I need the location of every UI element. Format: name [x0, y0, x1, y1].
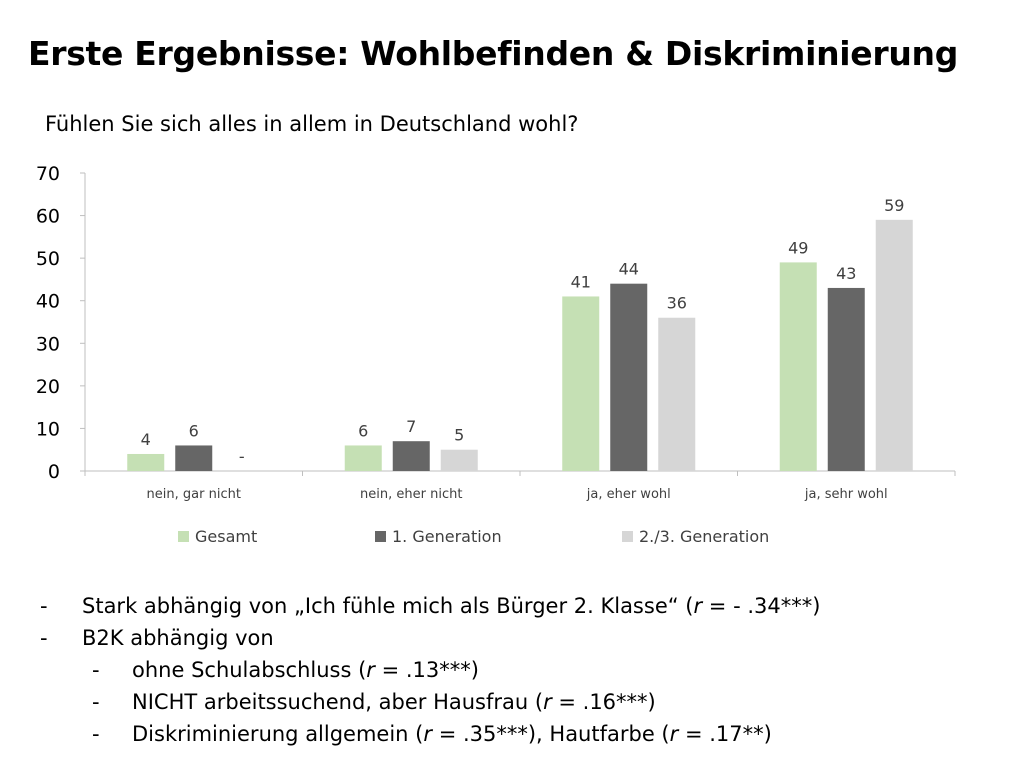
data-label: 6 — [358, 421, 368, 440]
bullet-text: B2K abhängig von — [82, 622, 274, 654]
y-tick-label: 10 — [36, 418, 60, 440]
bullet-text: NICHT arbeitssuchend, aber Hausfrau (r =… — [132, 686, 656, 718]
x-tick-label: ja, eher wohl — [586, 487, 671, 502]
bullet-dash: - — [40, 626, 48, 650]
bullet-text: Diskriminierung allgemein (r = .35***), … — [132, 718, 772, 750]
bullet-dash: - — [40, 594, 48, 618]
bar — [779, 262, 817, 471]
bar — [827, 287, 865, 471]
bullet-segment: = .35***), Hautfarbe ( — [432, 722, 670, 746]
legend-label: 2./3. Generation — [639, 527, 769, 546]
bullet-segment: = .17**) — [678, 722, 772, 746]
y-tick-label: 60 — [36, 206, 60, 228]
bullet-item: - Stark abhängig von „Ich fühle mich als … — [40, 590, 820, 622]
y-tick-label: 70 — [36, 163, 60, 185]
legend-swatch — [622, 531, 633, 542]
legend-label: 1. Generation — [392, 527, 502, 546]
data-label: 44 — [619, 260, 639, 279]
y-tick-label: 40 — [36, 291, 60, 313]
slide-title: Erste Ergebnisse: Wohlbefinden & Diskrim… — [28, 34, 959, 73]
stat-symbol: r — [669, 722, 679, 746]
chart-title: Fühlen Sie sich alles in allem in Deutsc… — [45, 112, 579, 136]
bar — [610, 283, 648, 471]
bullet-segment: = .13***) — [374, 658, 479, 682]
bar — [127, 453, 165, 471]
data-label: 7 — [406, 417, 416, 436]
bar — [175, 445, 213, 471]
bullet-segment: = .16***) — [551, 690, 656, 714]
bar — [875, 219, 913, 471]
data-label: 36 — [667, 294, 687, 313]
data-label: 5 — [454, 426, 464, 445]
data-label: 4 — [141, 430, 151, 449]
data-label: 43 — [836, 264, 856, 283]
stat-symbol: r — [366, 658, 375, 682]
bar — [562, 296, 600, 471]
data-label: 49 — [788, 238, 808, 257]
bullet-dash: - — [92, 690, 100, 714]
y-tick-label: 50 — [36, 248, 60, 270]
bullet-text: Stark abhängig von „Ich fühle mich als B… — [82, 590, 820, 622]
bullet-segment: NICHT arbeitssuchend, aber Hausfrau ( — [132, 690, 544, 714]
stat-symbol: r — [693, 594, 703, 618]
bullet-item: - B2K abhängig von — [40, 622, 820, 654]
bullet-segment: Diskriminierung allgemein ( — [132, 722, 424, 746]
y-tick-label: 0 — [48, 461, 60, 483]
bullet-item: - Diskriminierung allgemein (r = .35***),… — [40, 718, 820, 750]
bar — [658, 317, 696, 471]
bullet-item: - ohne Schulabschluss (r = .13***) — [40, 654, 820, 686]
bar-chart: 0 10 20 30 40 50 60 70 4 6 - nein, gar nicht 6 7 5 nein… — [36, 163, 956, 546]
stat-symbol: r — [543, 690, 552, 714]
bullet-segment: B2K abhängig von — [82, 626, 274, 650]
x-tick-label: nein, gar nicht — [147, 487, 241, 502]
data-label: 41 — [571, 272, 591, 291]
bullet-dash: - — [92, 658, 100, 682]
data-label: 59 — [884, 196, 904, 215]
data-label: - — [239, 447, 245, 466]
bar — [392, 441, 430, 471]
bullet-segment: = - .34***) — [702, 594, 821, 618]
bullet-text: ohne Schulabschluss (r = .13***) — [132, 654, 479, 686]
data-label: 6 — [189, 421, 199, 440]
bullet-item: - NICHT arbeitssuchend, aber Hausfrau (r … — [40, 686, 820, 718]
x-tick-label: ja, sehr wohl — [804, 487, 888, 502]
legend-label: Gesamt — [195, 527, 257, 546]
findings-list: - Stark abhängig von „Ich fühle mich als … — [40, 590, 820, 750]
bar — [344, 445, 382, 471]
y-tick-label: 20 — [36, 376, 60, 398]
stat-symbol: r — [423, 722, 433, 746]
bullet-segment: Stark abhängig von „Ich fühle mich als B… — [82, 594, 694, 618]
bar — [440, 449, 478, 471]
legend-swatch — [375, 531, 386, 542]
y-tick-label: 30 — [36, 333, 60, 355]
bullet-segment: ohne Schulabschluss ( — [132, 658, 367, 682]
bullet-dash: - — [92, 722, 100, 746]
x-tick-label: nein, eher nicht — [360, 487, 462, 502]
legend-swatch — [178, 531, 189, 542]
